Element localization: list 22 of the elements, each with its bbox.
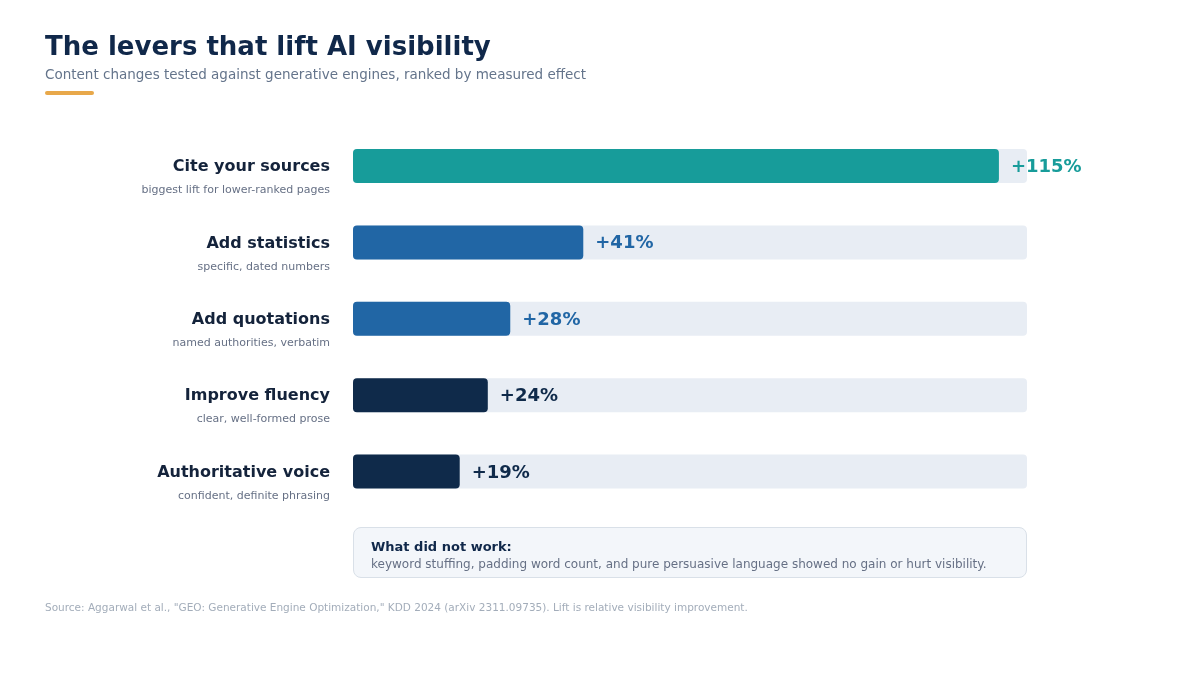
chart-title: The levers that lift AI visibility xyxy=(45,31,491,62)
text: specific, dated numbers xyxy=(197,259,331,273)
chart-subtitle: Content changes tested against generative engines, ranked by measured effect xyxy=(45,66,587,83)
y-tick-label: Cite your sources xyxy=(172,156,330,176)
text: clear, well-formed prose xyxy=(196,412,331,426)
bar xyxy=(353,301,511,336)
y-tick-label: Authoritative voice xyxy=(157,461,331,481)
data-label: +28% xyxy=(522,307,581,329)
text: biggest lift for lower-ranked pages xyxy=(141,183,331,197)
y-tick-label: Add quotations xyxy=(191,309,330,328)
data-label: +115% xyxy=(1010,155,1082,176)
data-label: +24% xyxy=(499,384,558,406)
data-label: +19% xyxy=(471,460,530,482)
bar xyxy=(353,378,488,413)
text: confident, definite phrasing xyxy=(178,488,330,502)
text: named authorities, verbatim xyxy=(172,336,330,349)
source-note: Source: Aggarwal et al., "GEO: Generative Engine Optimization," KDD 2024 (arXiv 2311.09735). Lift is relative visibility improvement. xyxy=(45,601,748,614)
y-tick-label: Add statistics xyxy=(206,232,330,252)
data-label: +41% xyxy=(595,231,654,253)
bar xyxy=(353,454,460,489)
y-tick-label: Improve fluency xyxy=(184,385,331,405)
note-box: What did not work: keyword stuffing, padding word count, and pure persuasive language showed no gain or hurt visibility. xyxy=(353,527,1027,578)
